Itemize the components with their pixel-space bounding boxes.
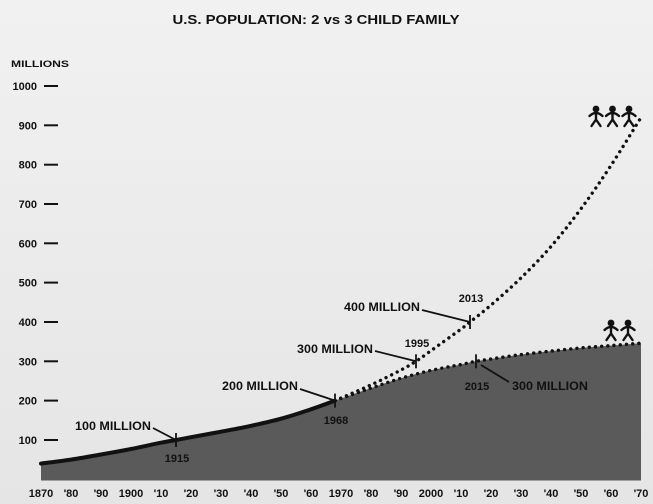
x-tick-label: 2000 <box>419 488 443 500</box>
annotation-year: 2013 <box>459 293 483 305</box>
series-line <box>39 398 337 466</box>
x-tick-label: 1900 <box>119 488 143 500</box>
person-icon-head <box>609 105 616 113</box>
y-tick-label: 200 <box>19 396 37 408</box>
x-tick-label: '90 <box>94 488 109 500</box>
person-icon-body <box>621 111 637 128</box>
annotation-leader-line <box>152 427 177 441</box>
annotation-year: 2015 <box>465 381 489 393</box>
y-tick-label: 1000 <box>13 81 37 93</box>
x-tick-label: '10 <box>154 488 169 500</box>
annotation-label: 100 MILLION <box>75 419 151 433</box>
area-fill <box>41 343 641 481</box>
person-icon <box>604 105 621 128</box>
person-icon <box>621 105 637 128</box>
x-tick-label: '70 <box>634 488 649 500</box>
person-icon-body <box>620 325 636 342</box>
annotation-label: 200 MILLION <box>222 379 298 393</box>
y-tick-label: 900 <box>19 120 37 132</box>
annotation-leader-line <box>480 364 510 383</box>
x-tick-label: '80 <box>64 488 79 500</box>
x-tick-label: '50 <box>574 488 589 500</box>
y-tick-label: 500 <box>19 278 37 290</box>
y-tick-label: 800 <box>19 160 37 172</box>
x-tick-label: '60 <box>604 488 619 500</box>
x-tick-label: 1870 <box>29 488 53 500</box>
chart-title: U.S. POPULATION: 2 vs 3 CHILD FAMILY <box>173 12 460 27</box>
series-line <box>333 341 643 403</box>
x-tick-label: '20 <box>184 488 199 500</box>
x-tick-label: '40 <box>544 488 559 500</box>
x-tick-label: '40 <box>244 488 259 500</box>
person-icon <box>603 319 619 342</box>
x-tick-label: '30 <box>514 488 529 500</box>
person-icon-head <box>607 319 615 327</box>
annotation-label: 400 MILLION <box>344 300 420 314</box>
x-tick-label: 1970 <box>329 488 353 500</box>
plot-area: 100 200 300 400 500 600 700 800 900 1000 1870 '80 '9… <box>13 81 649 500</box>
annotation-leader-line <box>421 309 471 323</box>
person-icon-head <box>624 319 632 327</box>
series-line <box>333 115 643 403</box>
annotation-year: 1995 <box>405 338 429 350</box>
annotation-label: 300 MILLION <box>297 342 373 356</box>
y-axis-unit-label: MILLIONS <box>11 59 69 69</box>
x-tick-label: '50 <box>274 488 289 500</box>
x-tick-label: '20 <box>484 488 499 500</box>
annotation-leader-line <box>299 388 336 402</box>
x-tick-label: '90 <box>394 488 409 500</box>
person-icon-head <box>592 105 600 113</box>
y-tick-label: 700 <box>19 199 37 211</box>
person-icon-body <box>588 111 604 128</box>
person-icon <box>588 105 604 128</box>
x-tick-label: '30 <box>214 488 229 500</box>
person-icon-group <box>588 105 637 128</box>
person-icon-body <box>604 111 621 128</box>
person-icon-head <box>625 105 633 113</box>
y-tick-label: 300 <box>19 356 37 368</box>
person-icon <box>620 319 636 342</box>
y-tick-label: 100 <box>19 435 37 447</box>
annotation-year: 1915 <box>165 453 189 465</box>
annotation-leader-line <box>374 350 417 363</box>
x-tick-label: '80 <box>364 488 379 500</box>
y-tick-label: 600 <box>19 238 37 250</box>
x-tick-label: '10 <box>454 488 469 500</box>
y-tick-label: 400 <box>19 317 37 329</box>
annotation-year: 1968 <box>324 415 348 427</box>
x-tick-label: '60 <box>304 488 319 500</box>
person-icon-body <box>603 325 619 342</box>
annotation-label: 300 MILLION <box>512 379 588 393</box>
person-icon-group <box>603 319 636 342</box>
